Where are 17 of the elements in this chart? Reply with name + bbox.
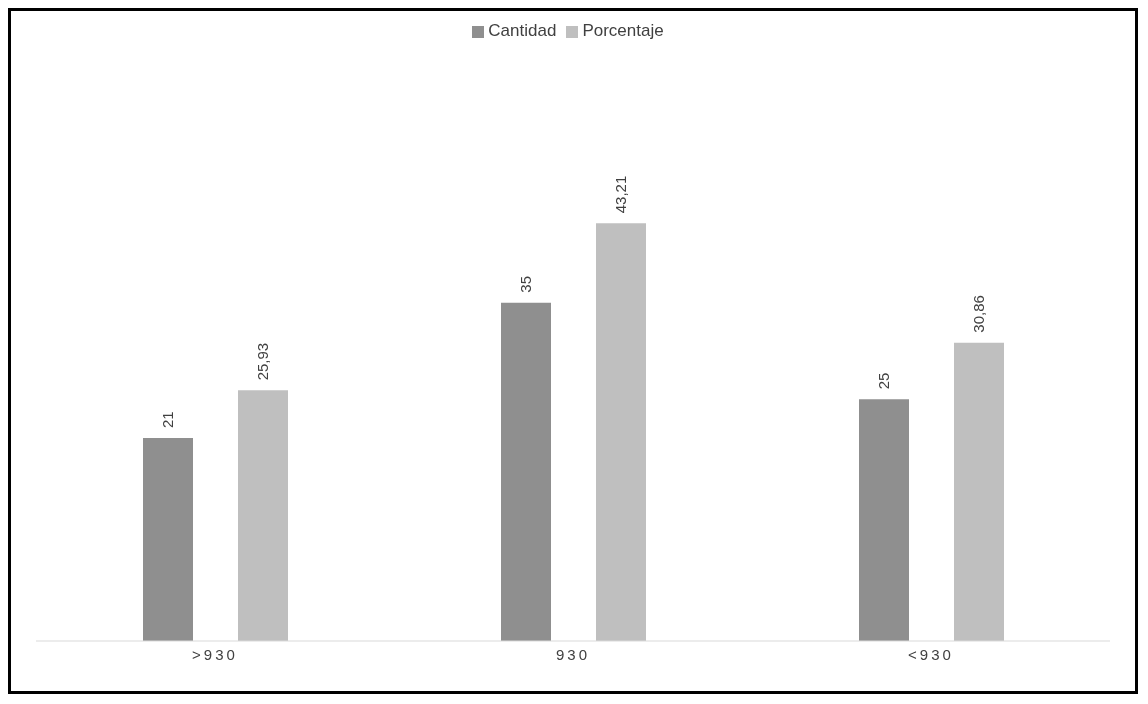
legend-label: Cantidad	[488, 21, 557, 40]
bar	[143, 438, 193, 641]
data-label: 21	[159, 411, 176, 428]
bar	[501, 302, 551, 641]
data-label: 25	[875, 372, 892, 390]
bar	[238, 390, 288, 641]
bar	[954, 342, 1004, 641]
data-label: 35	[517, 275, 534, 293]
data-label: 25,93	[254, 342, 271, 381]
x-tick-label: <930	[908, 645, 954, 663]
bar	[596, 223, 646, 641]
x-tick-label: >930	[192, 645, 238, 663]
data-label: 43,21	[612, 175, 629, 214]
bar	[859, 399, 909, 641]
data-label: 30,86	[970, 295, 987, 333]
x-tick-label: 930	[555, 645, 591, 663]
legend-label: Porcentaje	[582, 21, 664, 40]
